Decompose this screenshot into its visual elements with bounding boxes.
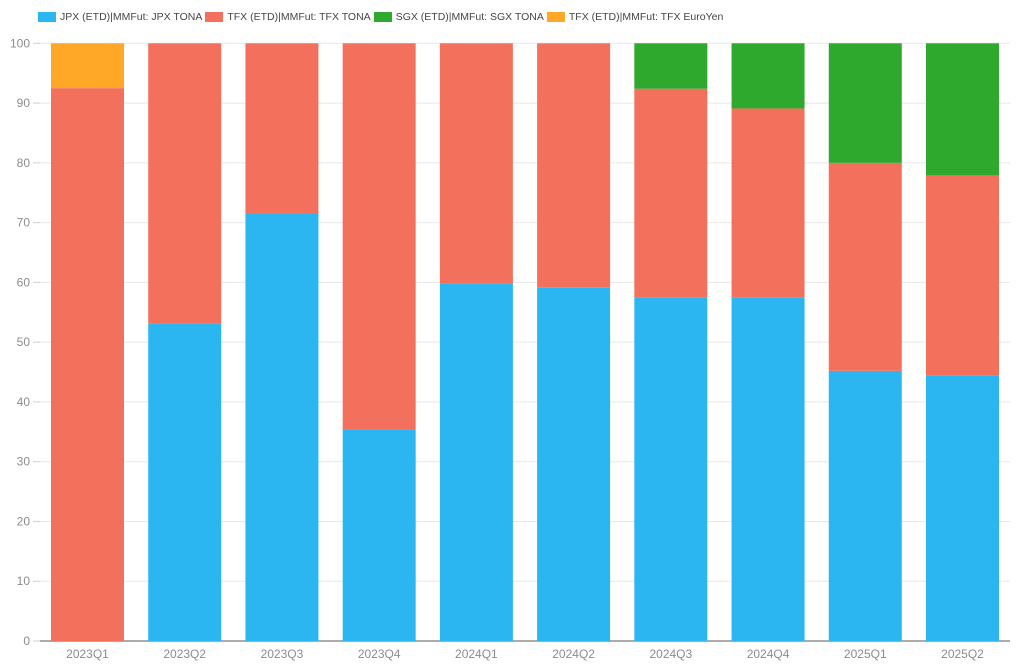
svg-text:2023Q3: 2023Q3	[261, 647, 304, 661]
svg-text:20: 20	[17, 514, 31, 528]
svg-text:70: 70	[17, 216, 31, 230]
svg-text:2023Q4: 2023Q4	[358, 647, 401, 661]
svg-text:50: 50	[17, 335, 31, 349]
svg-text:100: 100	[10, 36, 30, 50]
svg-text:0: 0	[23, 634, 30, 648]
svg-text:2023Q1: 2023Q1	[66, 647, 109, 661]
svg-text:2024Q3: 2024Q3	[649, 647, 692, 661]
svg-text:2024Q1: 2024Q1	[455, 647, 498, 661]
svg-text:2024Q4: 2024Q4	[747, 647, 790, 661]
svg-text:30: 30	[17, 455, 31, 469]
svg-text:2024Q2: 2024Q2	[552, 647, 595, 661]
svg-text:2025Q1: 2025Q1	[844, 647, 887, 661]
svg-text:10: 10	[17, 574, 31, 588]
svg-text:80: 80	[17, 156, 31, 170]
svg-text:40: 40	[17, 395, 31, 409]
svg-text:90: 90	[17, 96, 31, 110]
svg-text:2025Q2: 2025Q2	[941, 647, 984, 661]
svg-text:60: 60	[17, 275, 31, 289]
svg-text:2023Q2: 2023Q2	[163, 647, 206, 661]
